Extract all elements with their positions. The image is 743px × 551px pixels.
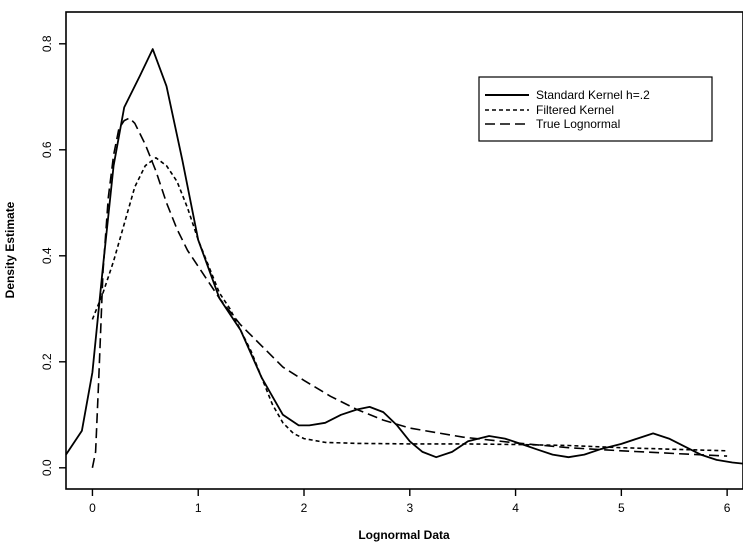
legend-label-standard-kernel: Standard Kernel h=.2	[536, 88, 650, 102]
series-layer	[65, 48, 743, 468]
y-tick-label: 0.0	[40, 459, 54, 476]
y-axis: 0.0 0.2 0.4 0.6 0.8	[40, 35, 66, 476]
x-tick-label: 6	[724, 501, 731, 515]
x-axis: 0 1 2 3 4 5 6	[89, 489, 731, 515]
legend: Standard Kernel h=.2 Filtered Kernel Tru…	[478, 76, 713, 142]
y-tick-label: 0.4	[40, 247, 54, 264]
y-tick-label: 0.2	[40, 353, 54, 370]
series-true-lognormal	[91, 117, 728, 468]
x-tick-label: 5	[618, 501, 625, 515]
y-tick-label: 0.6	[40, 141, 54, 158]
series-filtered-kernel	[91, 157, 728, 452]
series-standard-kernel	[65, 48, 743, 465]
y-tick-label: 0.8	[40, 35, 54, 52]
x-tick-label: 2	[301, 501, 308, 515]
legend-box	[478, 76, 713, 142]
x-tick-label: 3	[406, 501, 413, 515]
y-axis-label: Density Estimate	[3, 201, 17, 298]
legend-label-filtered-kernel: Filtered Kernel	[536, 103, 614, 117]
plot-frame	[65, 11, 743, 490]
x-tick-label: 1	[195, 501, 202, 515]
legend-label-true-lognormal: True Lognormal	[536, 117, 620, 131]
x-tick-label: 4	[512, 501, 519, 515]
x-axis-label: Lognormal Data	[358, 528, 450, 542]
x-tick-label: 0	[89, 501, 96, 515]
